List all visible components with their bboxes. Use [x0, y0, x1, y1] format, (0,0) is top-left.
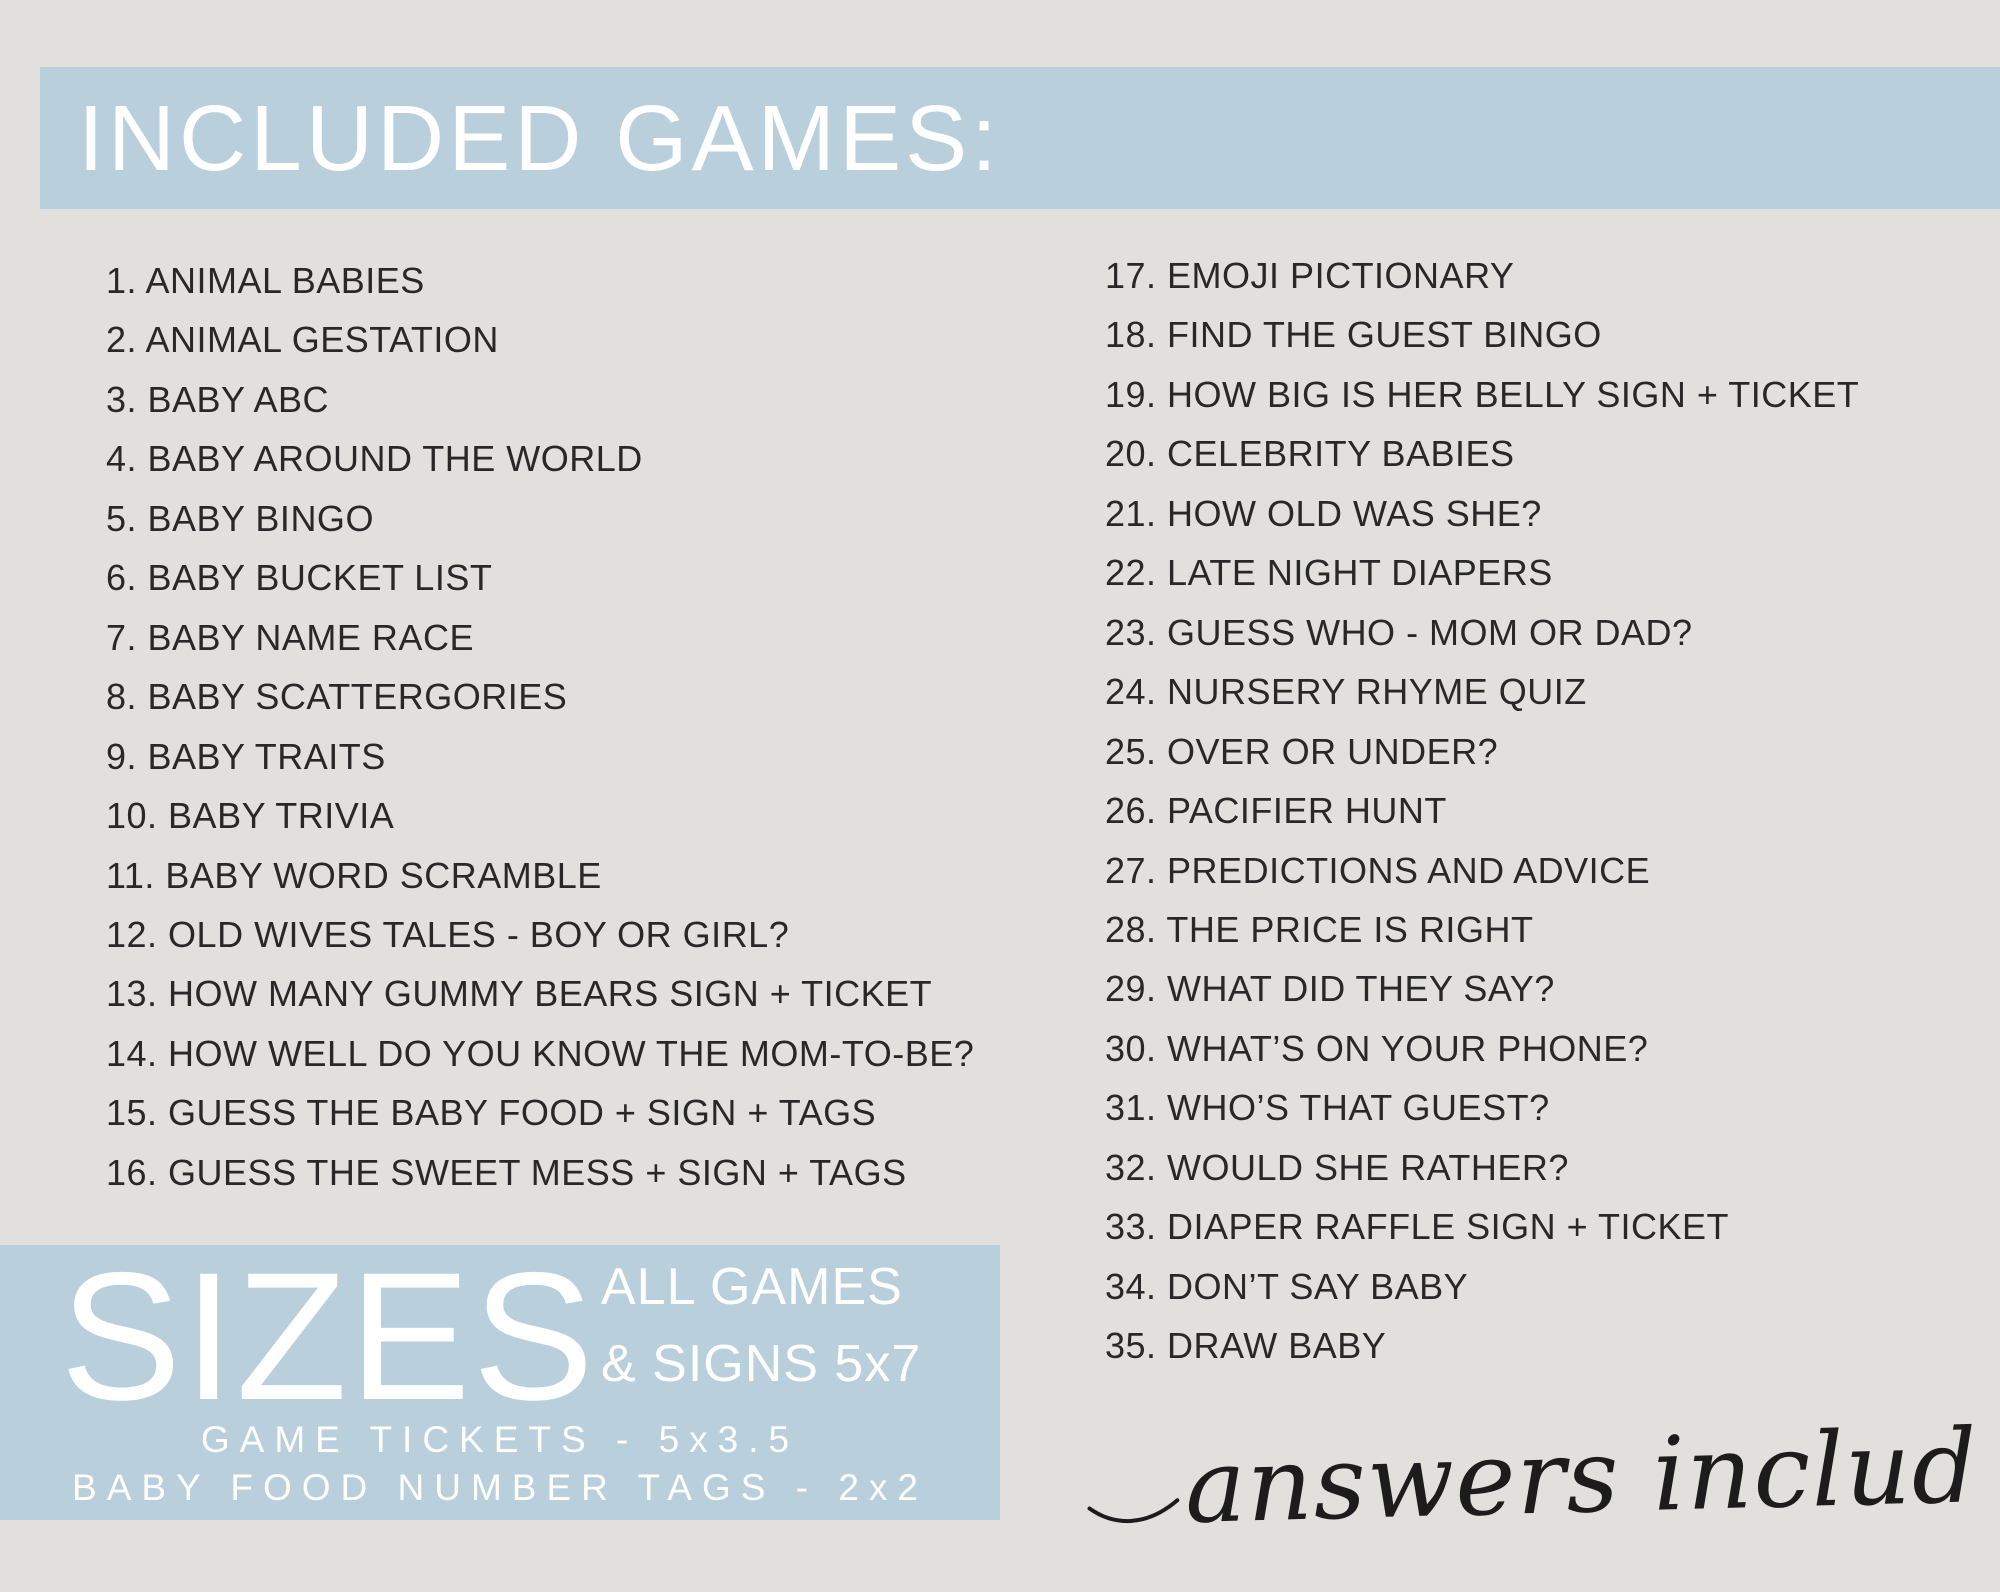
- game-list-item: 35. DRAW BABY: [1105, 1325, 1387, 1367]
- game-list-item: 29. WHAT DID THEY SAY?: [1105, 968, 1555, 1010]
- game-list-item: 22. LATE NIGHT DIAPERS: [1105, 552, 1553, 594]
- game-list-item: 23. GUESS WHO - MOM OR DAD?: [1105, 611, 1693, 653]
- included-games-banner: INCLUDED GAMES:: [40, 67, 2000, 209]
- game-list-item: 14. HOW WELL DO YOU KNOW THE MOM-TO-BE?: [106, 1032, 975, 1074]
- game-list-item: 10. BABY TRIVIA: [106, 795, 395, 837]
- game-list-item: 21. HOW OLD WAS SHE?: [1105, 492, 1542, 534]
- game-list-item: 5. BABY BINGO: [106, 497, 374, 539]
- game-list-item: 6. BABY BUCKET LIST: [106, 557, 493, 599]
- game-list-item: 2. ANIMAL GESTATION: [106, 319, 499, 361]
- games-column-right: 17. EMOJI PICTIONARY 18. FIND THE GUEST …: [1105, 246, 1859, 1376]
- answers-included-note: answers included: [1083, 1373, 2000, 1591]
- game-list-item: 4. BABY AROUND THE WORLD: [106, 438, 643, 480]
- game-list-item: 3. BABY ABC: [106, 378, 329, 420]
- game-list-item: 30. WHAT’S ON YOUR PHONE?: [1105, 1027, 1649, 1069]
- game-list-item: 7. BABY NAME RACE: [106, 616, 474, 658]
- included-games-title: INCLUDED GAMES:: [78, 85, 1001, 190]
- sizes-subheading-line1: ALL GAMES: [601, 1258, 903, 1316]
- games-column-left: 1. ANIMAL BABIES 2. ANIMAL GESTATION 3. …: [106, 251, 974, 1202]
- game-list-item: 33. DIAPER RAFFLE SIGN + TICKET: [1105, 1206, 1730, 1248]
- sizes-detail-tickets: GAME TICKETS - 5x3.5: [200, 1419, 800, 1460]
- game-list-item: 26. PACIFIER HUNT: [1105, 790, 1447, 832]
- answers-included-text: answers included: [1183, 1404, 1977, 1547]
- game-list-item: 9. BABY TRAITS: [106, 735, 386, 777]
- game-list-item: 1. ANIMAL BABIES: [106, 260, 425, 301]
- sizes-detail-tags: BABY FOOD NUMBER TAGS - 2x2: [72, 1467, 928, 1508]
- sizes-panel: SIZES ALL GAMES & SIGNS 5x7 GAME TICKETS…: [0, 1245, 1000, 1520]
- game-list-item: 18. FIND THE GUEST BINGO: [1105, 314, 1602, 356]
- game-list-item: 32. WOULD SHE RATHER?: [1105, 1146, 1569, 1188]
- game-list-item: 15. GUESS THE BABY FOOD + SIGN + TAGS: [106, 1092, 877, 1134]
- game-list-item: 28. THE PRICE IS RIGHT: [1105, 908, 1534, 950]
- swash-stroke: [1087, 1498, 1180, 1524]
- game-list-item: 13. HOW MANY GUMMY BEARS SIGN + TICKET: [106, 973, 933, 1015]
- game-list-item: 12. OLD WIVES TALES - BOY OR GIRL?: [106, 913, 790, 955]
- game-list-item: 34. DON’T SAY BABY: [1105, 1265, 1469, 1307]
- sizes-heading: SIZES: [60, 1234, 596, 1438]
- sizes-details: GAME TICKETS - 5x3.5 BABY FOOD NUMBER TA…: [0, 1416, 1000, 1512]
- script-swash-graphic: answers included: [1087, 1404, 2000, 1547]
- game-list-item: 17. EMOJI PICTIONARY: [1105, 255, 1515, 296]
- game-list-item: 8. BABY SCATTERGORIES: [106, 676, 568, 718]
- game-list-item: 19. HOW BIG IS HER BELLY SIGN + TICKET: [1105, 373, 1860, 415]
- sizes-subheading: ALL GAMES & SIGNS 5x7: [601, 1249, 921, 1403]
- game-list-item: 16. GUESS THE SWEET MESS + SIGN + TAGS: [106, 1151, 907, 1193]
- game-list-item: 20. CELEBRITY BABIES: [1105, 433, 1515, 475]
- game-list-item: 25. OVER OR UNDER?: [1105, 730, 1499, 772]
- game-list-item: 24. NURSERY RHYME QUIZ: [1105, 671, 1587, 713]
- game-list-item: 11. BABY WORD SCRAMBLE: [106, 854, 602, 896]
- game-list-item: 31. WHO’S THAT GUEST?: [1105, 1087, 1550, 1129]
- game-list-item: 27. PREDICTIONS AND ADVICE: [1105, 849, 1651, 891]
- sizes-subheading-line2: & SIGNS 5x7: [601, 1335, 922, 1393]
